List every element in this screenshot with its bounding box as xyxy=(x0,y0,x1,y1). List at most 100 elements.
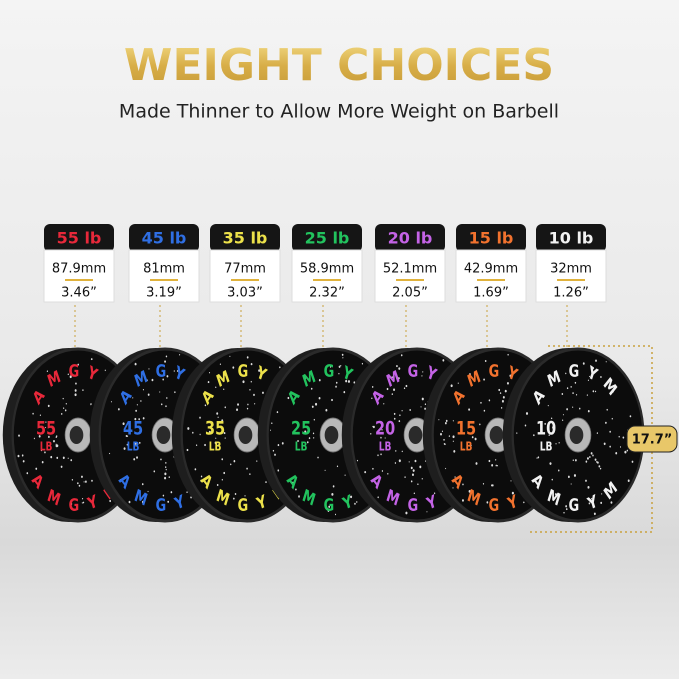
speckle xyxy=(253,393,255,397)
speckle xyxy=(32,412,34,415)
speckle xyxy=(166,375,169,378)
speckle xyxy=(69,375,72,379)
speckle xyxy=(405,384,408,388)
speckle xyxy=(573,474,577,477)
speckle xyxy=(47,404,50,408)
speckle xyxy=(421,375,423,377)
speckle xyxy=(426,511,428,513)
speckle xyxy=(298,495,300,498)
speckle xyxy=(318,396,321,400)
speckle xyxy=(561,392,564,396)
speckle xyxy=(221,458,224,461)
speckle xyxy=(82,501,85,504)
speckle xyxy=(325,408,328,412)
speckle xyxy=(361,362,364,365)
hub-hole xyxy=(489,426,504,444)
speckle xyxy=(350,369,353,371)
speckle xyxy=(174,391,176,394)
speckle xyxy=(237,403,240,406)
speckle xyxy=(45,426,47,429)
speckle xyxy=(444,422,447,425)
speckle xyxy=(452,440,454,442)
speckle xyxy=(330,366,332,368)
speckle xyxy=(356,459,359,462)
plate-unit: LB xyxy=(379,439,392,454)
speckle xyxy=(221,478,223,481)
speckle xyxy=(60,465,63,468)
speckle xyxy=(195,444,198,447)
speckle xyxy=(452,420,454,422)
weight-label: 15 lb xyxy=(469,229,514,248)
speckle xyxy=(610,501,613,504)
speckle xyxy=(38,435,41,438)
speckle xyxy=(371,385,374,388)
speckle xyxy=(457,382,459,384)
speckle xyxy=(343,390,346,394)
speckle xyxy=(162,378,164,381)
speckle xyxy=(74,393,77,397)
speckle xyxy=(596,432,598,434)
speckle xyxy=(572,406,574,408)
speckle xyxy=(246,356,249,359)
speckle xyxy=(134,417,137,421)
speckle xyxy=(589,456,591,458)
speckle xyxy=(336,465,339,468)
speckle xyxy=(609,445,611,448)
card-body xyxy=(535,249,607,303)
speckle xyxy=(91,479,93,482)
speckle xyxy=(272,449,275,452)
speckle xyxy=(591,497,593,500)
speckle xyxy=(165,355,168,358)
speckle xyxy=(501,399,504,403)
speckle xyxy=(587,409,590,413)
speckle xyxy=(574,381,577,384)
speckle xyxy=(496,465,498,467)
speckle xyxy=(166,397,168,399)
title: WEIGHT CHOICES xyxy=(124,40,554,91)
speckle xyxy=(523,501,525,504)
speckle xyxy=(593,512,596,516)
speckle xyxy=(393,412,396,415)
speckle xyxy=(398,420,401,423)
speckle xyxy=(342,357,344,359)
speckle xyxy=(371,397,373,400)
speckle xyxy=(445,419,448,423)
speckle xyxy=(218,444,220,446)
card-tab xyxy=(129,224,199,252)
speckle xyxy=(586,457,589,460)
speckle xyxy=(396,365,398,368)
speckle xyxy=(398,367,401,370)
speckle xyxy=(587,379,589,381)
speckle xyxy=(383,403,385,405)
speckle xyxy=(141,500,145,504)
speckle xyxy=(281,442,284,445)
hub-hole xyxy=(569,426,584,444)
speckle xyxy=(565,372,567,375)
speckle xyxy=(510,480,512,482)
thickness-in: 3.46” xyxy=(61,286,97,301)
speckle xyxy=(310,387,313,390)
speckle xyxy=(165,468,167,471)
speckle xyxy=(277,444,280,447)
plate-unit: LB xyxy=(295,439,308,454)
speckle xyxy=(479,423,481,426)
speckle xyxy=(462,483,464,486)
speckle xyxy=(126,435,129,437)
speckle xyxy=(297,439,299,443)
speckle xyxy=(62,397,64,400)
speckle xyxy=(142,417,145,420)
speckle xyxy=(134,442,137,445)
speckle xyxy=(442,359,445,362)
speckle xyxy=(554,492,557,496)
speckle xyxy=(104,369,106,372)
speckle xyxy=(412,469,415,472)
speckle xyxy=(424,403,427,406)
speckle xyxy=(33,437,35,440)
speckle xyxy=(562,414,564,416)
speckle xyxy=(219,363,221,366)
speckle xyxy=(370,433,372,435)
speckle xyxy=(48,435,50,439)
speckle xyxy=(611,390,614,393)
